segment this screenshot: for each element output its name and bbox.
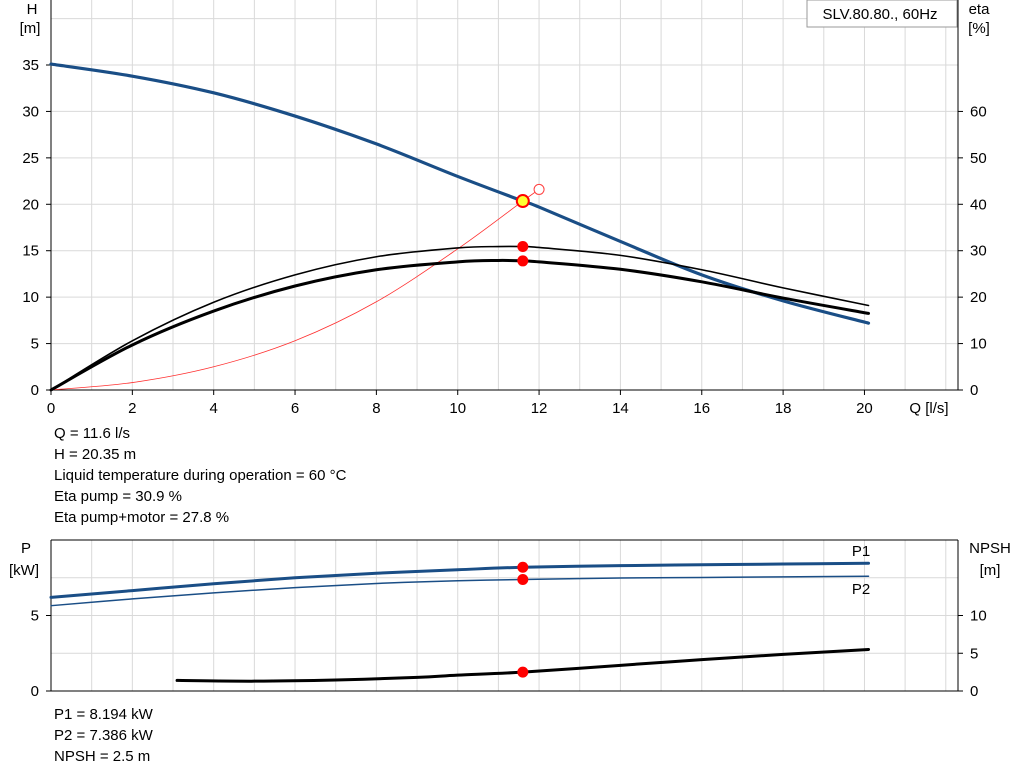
curve-system xyxy=(50,189,540,391)
npsh-tick-label: 0 xyxy=(970,683,978,700)
system-curve-end-marker xyxy=(533,183,545,195)
curve-eta-pump xyxy=(50,245,870,391)
y-left-tick-label: 35 xyxy=(22,57,39,74)
y-right-tick-label: 30 xyxy=(970,243,987,260)
y-left-axis-unit: [m] xyxy=(20,20,41,37)
curve-eta-pump-motor xyxy=(49,258,871,392)
p1-series-label: P1 xyxy=(852,543,870,560)
p-tick-label: 5 xyxy=(31,608,39,625)
duty-point-marker xyxy=(515,194,530,209)
operating-points xyxy=(515,183,545,678)
p2-series-label: P2 xyxy=(852,581,870,598)
y-left-tick-label: 25 xyxy=(22,150,39,167)
y-left-tick-label: 20 xyxy=(22,196,39,213)
x-tick-label: 0 xyxy=(47,400,55,417)
npsh-axis-unit: [m] xyxy=(980,562,1001,579)
y-left-tick-label: 15 xyxy=(22,243,39,260)
info-line: Liquid temperature during operation = 60… xyxy=(54,467,347,484)
info-line: P1 = 8.194 kW xyxy=(54,706,153,723)
eta-pump-motor-marker xyxy=(517,255,529,267)
title-box xyxy=(806,0,958,28)
y-left-tick-label: 30 xyxy=(22,103,39,120)
y-right-axis-label: eta xyxy=(969,1,991,18)
x-tick-label: 14 xyxy=(612,400,629,417)
p1-marker xyxy=(517,561,529,573)
x-tick-label: 12 xyxy=(531,400,548,417)
y-right-tick-label: 20 xyxy=(970,289,987,306)
eta-pump-marker xyxy=(517,241,529,253)
x-tick-label: 10 xyxy=(449,400,466,417)
p-axis-label: P xyxy=(21,540,31,557)
y-left-tick-label: 0 xyxy=(31,382,39,399)
y-right-tick-label: 50 xyxy=(970,150,987,167)
y-right-tick-label: 10 xyxy=(970,336,987,353)
npsh-marker xyxy=(517,666,529,678)
y-left-tick-label: 5 xyxy=(31,336,39,353)
info-line: P2 = 7.386 kW xyxy=(54,727,153,744)
x-tick-label: 18 xyxy=(775,400,792,417)
bottom-info-panel: P1 = 8.194 kW P2 = 7.386 kW NPSH = 2.5 m xyxy=(54,704,153,767)
x-tick-label: 16 xyxy=(693,400,710,417)
curve-p1 xyxy=(49,561,871,599)
x-tick-label: 4 xyxy=(210,400,218,417)
info-line: H = 20.35 m xyxy=(54,446,137,463)
x-tick-label: 20 xyxy=(856,400,873,417)
y-left-axis-label: H xyxy=(27,1,38,18)
x-tick-label: 2 xyxy=(128,400,136,417)
info-line: Eta pump = 30.9 % xyxy=(54,488,182,505)
p2-marker xyxy=(517,573,529,585)
npsh-axis-label: NPSH xyxy=(969,540,1011,557)
p-tick-label: 0 xyxy=(31,683,39,700)
curves xyxy=(49,62,871,683)
p-axis-unit: [kW] xyxy=(9,562,39,579)
x-tick-label: 6 xyxy=(291,400,299,417)
info-line: Q = 11.6 l/s xyxy=(54,425,131,442)
axis-labels: 0 2 4 6 8 10 12 14 16 18 20 0 5 10 15 20 25 30 35 0 10 20 30 40… xyxy=(9,0,1011,700)
y-right-tick-label: 60 xyxy=(970,103,987,120)
npsh-tick-label: 10 xyxy=(970,608,987,625)
curve-H xyxy=(49,62,871,325)
y-left-tick-label: 10 xyxy=(22,289,39,306)
npsh-tick-label: 5 xyxy=(970,645,978,662)
x-tick-label: 8 xyxy=(372,400,380,417)
info-line: Eta pump+motor = 27.8 % xyxy=(54,509,230,526)
y-right-axis-unit: [%] xyxy=(968,20,990,37)
y-right-tick-label: 0 xyxy=(970,382,978,399)
x-axis-label: Q [l/s] xyxy=(909,400,948,417)
top-chart-grid xyxy=(46,0,963,395)
y-right-tick-label: 40 xyxy=(970,196,987,213)
curve-p2 xyxy=(50,575,870,607)
curve-npsh xyxy=(175,647,871,683)
top-info-panel: Q = 11.6 l/s H = 20.35 m Liquid temperatur… xyxy=(54,423,346,528)
chart-title: SLV.80.80., 60Hz xyxy=(822,6,937,23)
info-line: NPSH = 2.5 m xyxy=(54,748,151,765)
